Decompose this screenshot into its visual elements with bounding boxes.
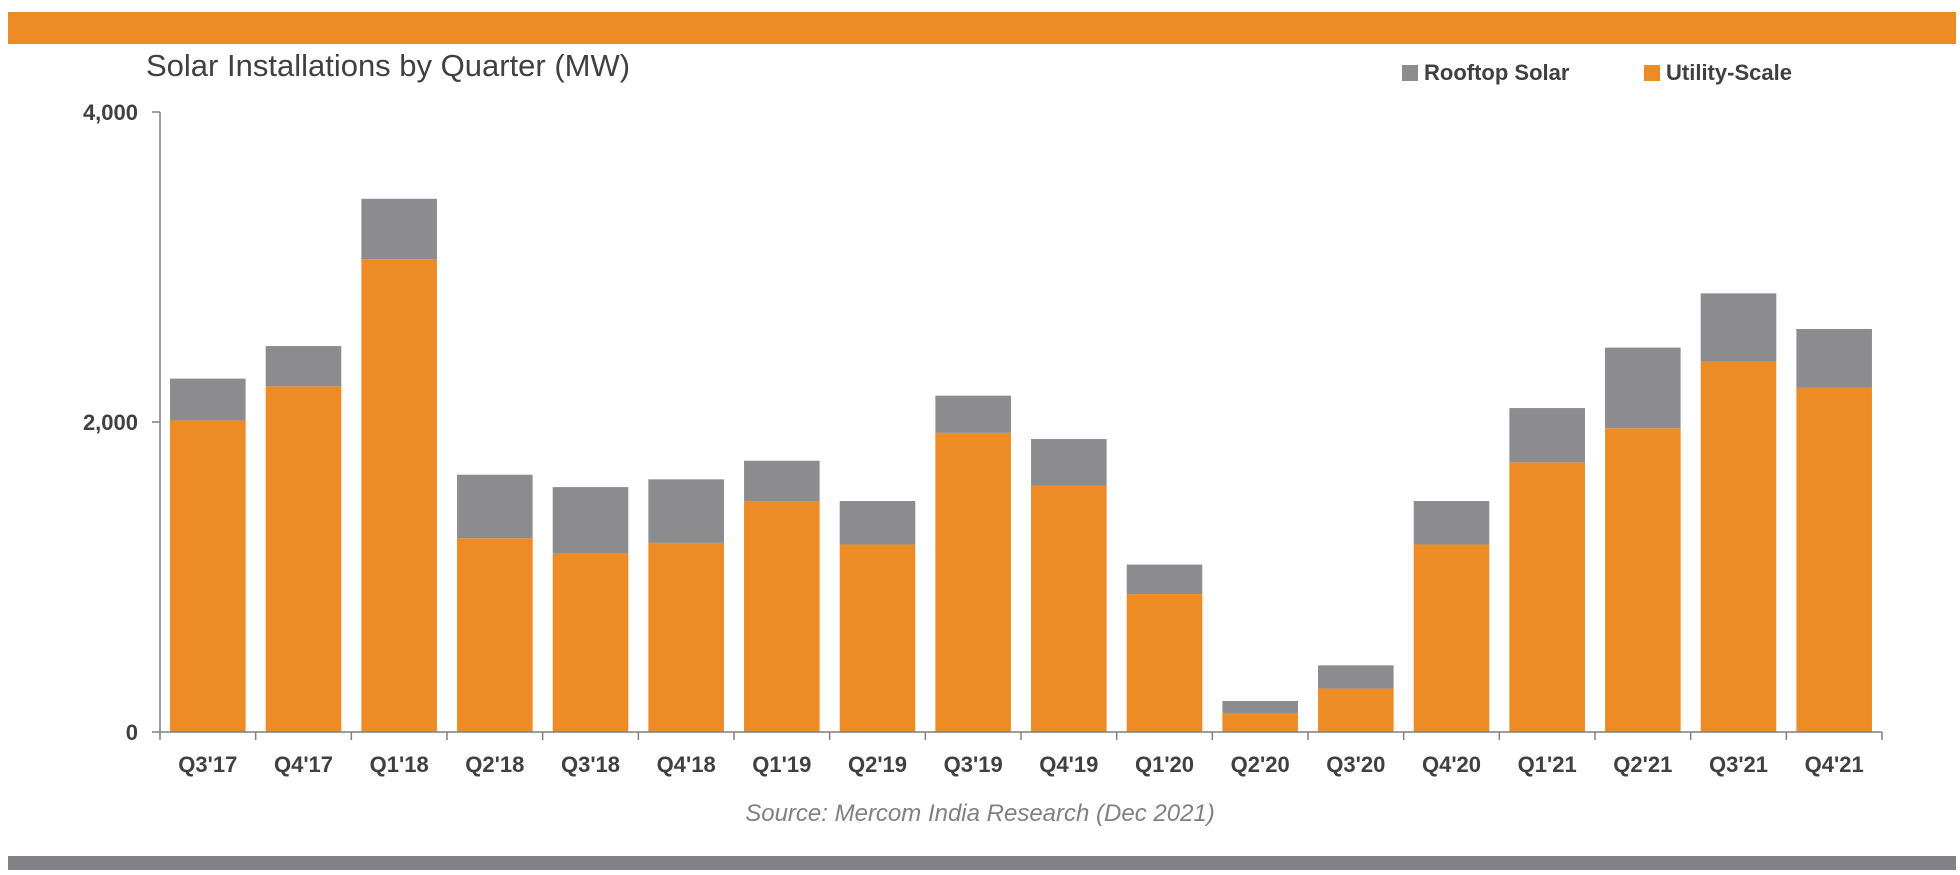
- x-tick-label-4: Q3'18: [561, 752, 620, 777]
- x-tick-label-14: Q1'21: [1518, 752, 1577, 777]
- bar-utility-scale-1: [265, 386, 342, 732]
- bar-utility-scale-13: [1413, 544, 1490, 732]
- bar-rooftop-solar-12: [1318, 665, 1394, 689]
- x-tick-label-3: Q2'18: [465, 752, 524, 777]
- bar-utility-scale-9: [1031, 485, 1107, 732]
- bar-rooftop-solar-5: [648, 479, 724, 543]
- x-tick-label-6: Q1'19: [752, 752, 811, 777]
- x-tick-label-11: Q2'20: [1231, 752, 1290, 777]
- x-tick-label-10: Q1'20: [1135, 752, 1194, 777]
- bar-rooftop-solar-6: [744, 460, 820, 502]
- bar-rooftop-solar-13: [1413, 501, 1490, 545]
- bar-utility-scale-5: [648, 542, 724, 732]
- bar-rooftop-solar-15: [1605, 347, 1681, 429]
- bar-utility-scale-17: [1796, 387, 1872, 732]
- legend-swatch-rooftop-solar: [1402, 65, 1418, 81]
- bar-rooftop-solar-7: [839, 501, 916, 545]
- bar-utility-scale-2: [361, 259, 437, 732]
- legend-swatch-utility-scale: [1644, 65, 1660, 81]
- bar-rooftop-solar-11: [1222, 701, 1298, 714]
- x-tick-label-9: Q4'19: [1039, 752, 1098, 777]
- y-tick-label-0: 0: [126, 720, 138, 745]
- bar-rooftop-solar-0: [170, 378, 246, 421]
- bar-utility-scale-4: [552, 553, 629, 732]
- x-tick-label-15: Q2'21: [1613, 752, 1672, 777]
- legend-item-rooftop-solar: Rooftop Solar: [1402, 60, 1569, 86]
- bar-utility-scale-10: [1126, 594, 1203, 732]
- bar-utility-scale-0: [170, 420, 246, 732]
- x-tick-label-0: Q3'17: [178, 752, 237, 777]
- x-tick-label-13: Q4'20: [1422, 752, 1481, 777]
- bar-utility-scale-16: [1700, 361, 1777, 732]
- y-tick-label-2: 4,000: [83, 100, 138, 125]
- bar-utility-scale-15: [1605, 428, 1681, 732]
- bar-rooftop-solar-2: [361, 198, 437, 260]
- bar-rooftop-solar-16: [1700, 293, 1777, 362]
- legend-label-utility-scale: Utility-Scale: [1666, 60, 1792, 85]
- x-tick-label-17: Q4'21: [1805, 752, 1864, 777]
- bar-rooftop-solar-17: [1796, 329, 1872, 388]
- x-tick-label-16: Q3'21: [1709, 752, 1768, 777]
- x-tick-label-2: Q1'18: [370, 752, 429, 777]
- bar-utility-scale-12: [1318, 688, 1394, 732]
- bar-utility-scale-11: [1222, 713, 1298, 732]
- bar-utility-scale-7: [839, 544, 916, 732]
- x-tick-label-5: Q4'18: [657, 752, 716, 777]
- chart-title: Solar Installations by Quarter (MW): [146, 48, 631, 83]
- bar-utility-scale-6: [744, 501, 820, 732]
- legend-item-utility-scale: Utility-Scale: [1644, 60, 1792, 86]
- bar-rooftop-solar-3: [457, 474, 533, 539]
- bottom-accent-band: [8, 856, 1956, 870]
- bar-utility-scale-14: [1509, 462, 1585, 732]
- y-tick-label-1: 2,000: [83, 410, 138, 435]
- bar-rooftop-solar-1: [265, 346, 342, 387]
- x-tick-label-12: Q3'20: [1326, 752, 1385, 777]
- bar-utility-scale-8: [935, 432, 1011, 732]
- bar-rooftop-solar-10: [1126, 564, 1203, 595]
- stacked-bar-chart: 0 2,000 4,000 Q3'17 Q4'17 Q1'18 Q2'18 Q3'18 Q4'1…: [83, 100, 1883, 777]
- bar-rooftop-solar-14: [1509, 408, 1585, 463]
- source-note: Source: Mercom India Research (Dec 2021): [745, 800, 1215, 827]
- bar-rooftop-solar-9: [1031, 439, 1107, 486]
- bar-rooftop-solar-4: [552, 487, 629, 554]
- legend-label-rooftop-solar: Rooftop Solar: [1424, 60, 1570, 85]
- x-tick-label-1: Q4'17: [274, 752, 333, 777]
- x-tick-label-7: Q2'19: [848, 752, 907, 777]
- x-tick-label-8: Q3'19: [944, 752, 1003, 777]
- bar-utility-scale-3: [457, 538, 533, 732]
- bar-rooftop-solar-8: [935, 395, 1011, 433]
- top-accent-band: [8, 12, 1956, 44]
